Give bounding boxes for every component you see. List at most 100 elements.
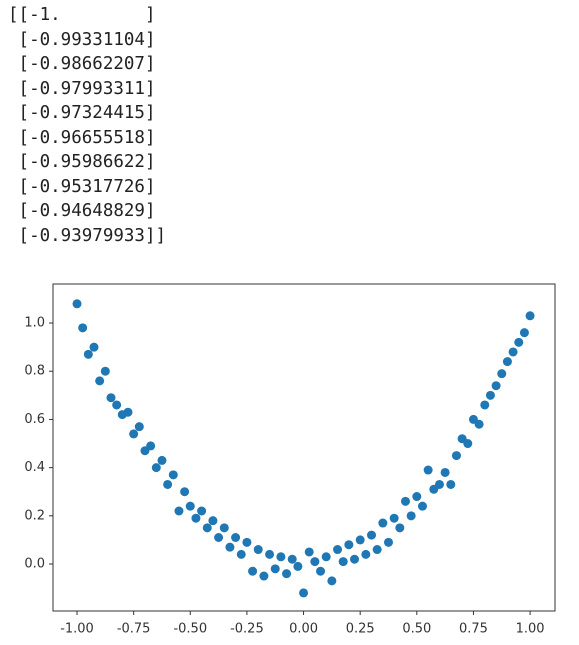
point <box>236 549 246 559</box>
point <box>89 342 99 352</box>
x-tick-label: -0.25 <box>230 622 264 637</box>
point <box>423 465 433 475</box>
point <box>72 299 82 309</box>
point <box>514 337 524 347</box>
point <box>440 467 450 477</box>
point <box>197 506 207 516</box>
console-line: [-0.94648829] <box>8 201 156 221</box>
point <box>225 542 235 552</box>
point <box>259 571 269 581</box>
console-line: [[-1. ] <box>8 5 156 25</box>
point <box>270 564 280 574</box>
point <box>231 533 241 543</box>
point <box>321 552 331 562</box>
point <box>191 513 201 523</box>
point <box>185 501 195 511</box>
point <box>316 566 326 576</box>
point <box>134 422 144 432</box>
console-line: [-0.99331104] <box>8 29 156 50</box>
point <box>242 537 252 547</box>
point <box>208 516 218 526</box>
console-line: [-0.93979933]] <box>8 225 167 246</box>
point <box>383 537 393 547</box>
point <box>474 419 484 429</box>
point <box>508 347 518 357</box>
point <box>497 369 507 379</box>
point <box>491 381 501 391</box>
point <box>253 545 263 555</box>
console-line: [-0.98662207] <box>8 54 156 74</box>
point <box>480 400 490 410</box>
point <box>361 549 371 559</box>
point <box>180 487 190 497</box>
point <box>151 463 161 473</box>
point <box>367 530 377 540</box>
point <box>287 554 297 564</box>
console-line: [-0.95986622] <box>8 152 156 172</box>
point <box>417 501 427 511</box>
console-line: [-0.95317726] <box>8 176 156 197</box>
x-tick-label: -0.50 <box>173 622 207 637</box>
x-tick-label: 0.25 <box>346 622 375 637</box>
point <box>451 451 461 461</box>
point <box>304 547 314 557</box>
point <box>378 518 388 528</box>
point <box>157 455 167 465</box>
console-line: [-0.97993311] <box>8 78 156 99</box>
point <box>168 470 178 480</box>
point <box>202 523 212 533</box>
point <box>327 576 337 586</box>
point <box>282 569 292 579</box>
point <box>276 552 286 562</box>
y-tick-label: 0.8 <box>24 364 45 379</box>
point <box>338 557 348 567</box>
point <box>446 479 456 489</box>
point <box>174 506 184 516</box>
point <box>333 545 343 555</box>
point <box>525 311 535 321</box>
point <box>400 496 410 506</box>
console-line: [-0.97324415] <box>8 103 156 123</box>
y-tick-label: 0.2 <box>24 508 45 523</box>
point <box>146 441 156 451</box>
point <box>485 390 495 400</box>
point <box>106 393 116 403</box>
point <box>95 376 105 386</box>
x-tick-label: -1.00 <box>60 622 94 637</box>
point <box>112 400 122 410</box>
point <box>463 439 473 449</box>
x-tick-label: 0.50 <box>402 622 431 637</box>
x-tick-label: 0.00 <box>289 622 318 637</box>
x-tick-label: 0.75 <box>459 622 488 637</box>
point <box>83 349 93 359</box>
point <box>78 323 88 333</box>
point <box>412 492 422 502</box>
point <box>355 535 365 545</box>
point <box>265 549 275 559</box>
point <box>350 554 360 564</box>
x-tick-label: -0.75 <box>117 622 151 637</box>
point <box>248 566 258 576</box>
point <box>372 545 382 555</box>
plot-frame <box>52 283 556 612</box>
point <box>163 479 173 489</box>
point <box>344 540 354 550</box>
point <box>293 561 303 571</box>
point <box>395 523 405 533</box>
point <box>502 357 512 367</box>
y-tick-label: 1.0 <box>24 316 45 331</box>
point <box>219 523 229 533</box>
point <box>129 429 139 439</box>
console-output: [[-1. ] [-0.99331104] [-0.98662207] [-0.… <box>8 3 166 248</box>
point <box>406 511 416 521</box>
console-line: [-0.96655518] <box>8 127 156 148</box>
point <box>214 533 224 543</box>
y-tick-label: 0.6 <box>24 412 45 427</box>
point <box>389 513 399 523</box>
y-tick-label: 0.4 <box>24 460 45 475</box>
point <box>519 328 529 338</box>
y-tick-label: 0.0 <box>24 557 45 572</box>
point <box>299 588 309 598</box>
